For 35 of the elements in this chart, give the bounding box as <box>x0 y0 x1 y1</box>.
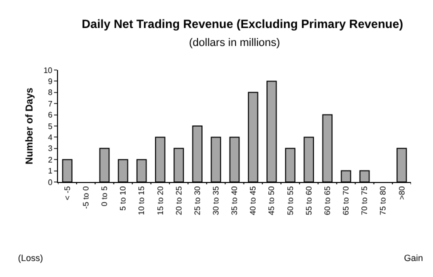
x-tick-label: 65 to 70 <box>342 186 351 216</box>
x-tick-label: >80 <box>397 186 406 200</box>
y-tick-label: 9 <box>48 77 53 86</box>
x-tick-label: 40 to 45 <box>248 186 258 216</box>
y-tick-label: 2 <box>48 155 53 164</box>
y-tick-label: 0 <box>48 178 53 187</box>
x-tick-label: 55 to 60 <box>304 186 314 216</box>
y-tick-label: 6 <box>48 110 53 120</box>
chart-title: Daily Net Trading Revenue (Excluding Primary Revenue) <box>82 16 404 31</box>
x-tick-label: 15 to 20 <box>156 186 165 216</box>
y-tick-label: 10 <box>43 66 53 75</box>
x-tick-label: 50 to 55 <box>286 186 295 216</box>
x-tick-label: 75 to 80 <box>378 186 388 216</box>
text: Gain <box>404 253 424 263</box>
y-tick-label: 7 <box>48 99 53 108</box>
y-tick-label: 1 <box>48 166 53 176</box>
x-tick-label: 20 to 25 <box>174 186 184 216</box>
chart-subtitle: (dollars in millions) <box>189 37 280 49</box>
x-tick-label: 70 to 75 <box>360 186 370 216</box>
x-tick-label: 30 to 35 <box>212 186 221 216</box>
x-tick-label: 60 to 65 <box>322 186 332 216</box>
y-tick-label: 3 <box>48 144 53 154</box>
x-tick-label: 25 to 30 <box>192 186 202 216</box>
x-tick-label: -5 to 0 <box>81 186 90 209</box>
y-tick-label: 4 <box>48 133 53 142</box>
x-tick-label: 45 to 50 <box>267 186 276 216</box>
x-tick-label: 5 to 10 <box>118 186 128 211</box>
x-tick-label: 35 to 40 <box>230 186 240 216</box>
y-tick-label: 8 <box>48 88 53 98</box>
y-axis-title: Number of Days <box>24 87 36 164</box>
x-tick-label: 10 to 15 <box>137 186 146 216</box>
x-tick-label: < -5 <box>62 186 72 200</box>
y-tick-label: 5 <box>48 122 53 131</box>
x-tick-label: 0 to 5 <box>100 186 110 206</box>
text: (Loss) <box>18 253 44 263</box>
